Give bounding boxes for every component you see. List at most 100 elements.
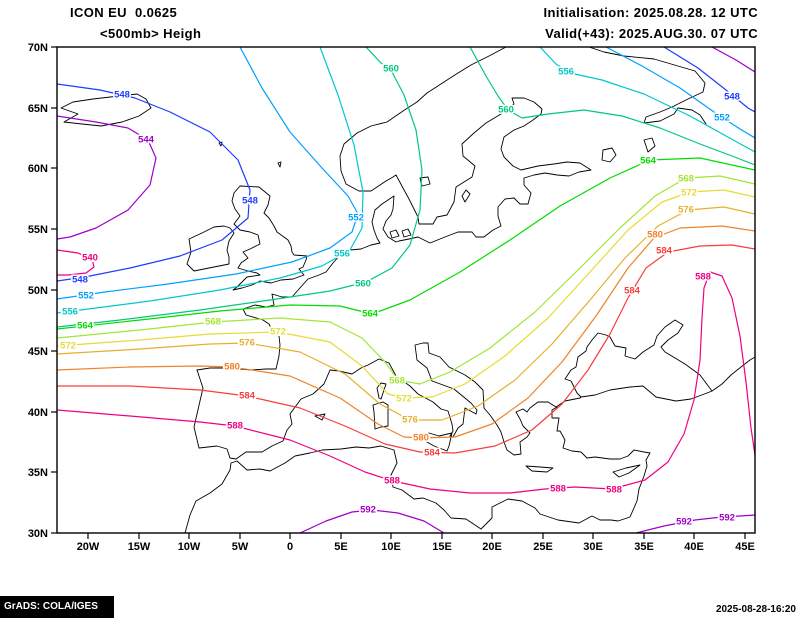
contour-label-540: 540 bbox=[82, 252, 98, 263]
contour-line-556 bbox=[57, 47, 364, 314]
contour-line-588 bbox=[57, 271, 755, 494]
contour-label-552: 552 bbox=[348, 212, 364, 223]
contour-label-544: 544 bbox=[138, 134, 155, 145]
contour-label-584: 584 bbox=[656, 245, 673, 256]
contour-label-halo: 564 bbox=[77, 320, 94, 331]
contour-label-halo: 588 bbox=[384, 475, 400, 486]
x-axis-label: 15E bbox=[432, 541, 452, 553]
contour-label-halo: 572 bbox=[681, 187, 697, 198]
contour-label-halo: 584 bbox=[656, 245, 673, 256]
contour-line-572 bbox=[57, 189, 755, 399]
contour-label-576: 576 bbox=[402, 414, 418, 425]
coastline-path bbox=[184, 406, 651, 533]
contour-label-552: 552 bbox=[714, 112, 730, 123]
contour-label-556: 556 bbox=[334, 248, 350, 259]
coastline-path bbox=[564, 319, 713, 402]
y-axis-label: 65N bbox=[28, 103, 48, 115]
coastline-path bbox=[601, 147, 617, 163]
map-frame bbox=[56, 46, 756, 534]
contour-label-halo: 548 bbox=[114, 89, 130, 100]
contour-line-568 bbox=[57, 175, 755, 385]
coastline-path bbox=[231, 185, 308, 291]
contour-label-564: 564 bbox=[77, 320, 94, 331]
contour-label-556: 556 bbox=[62, 306, 78, 317]
coastline-path bbox=[419, 432, 453, 452]
contour-label-halo: 548 bbox=[724, 91, 740, 102]
coastline-path bbox=[277, 161, 282, 168]
contour-label-568: 568 bbox=[205, 316, 221, 327]
init-time-label: Initialisation: 2025.08.28. 12 UTC bbox=[543, 5, 758, 20]
contour-label-580: 580 bbox=[413, 432, 429, 443]
contour-label-halo: 572 bbox=[60, 340, 76, 351]
grads-credit-badge: GrADS: COLA/IGES bbox=[0, 596, 114, 618]
contour-label-572: 572 bbox=[60, 340, 76, 351]
contour-label-halo: 584 bbox=[424, 447, 441, 458]
contour-label-572: 572 bbox=[270, 326, 286, 337]
x-axis-label: 15W bbox=[128, 541, 151, 553]
coastline-path bbox=[612, 464, 641, 478]
contour-line-552 bbox=[605, 47, 755, 139]
contour-label-568: 568 bbox=[389, 375, 405, 386]
contour-line-592 bbox=[635, 514, 755, 533]
contour-label-halo: 580 bbox=[413, 432, 429, 443]
contour-label-548: 548 bbox=[72, 274, 88, 285]
coastline-path bbox=[60, 93, 152, 127]
contour-label-halo: 584 bbox=[239, 390, 256, 401]
contour-label-halo: 592 bbox=[719, 512, 735, 523]
contour-label-halo: 556 bbox=[62, 306, 78, 317]
x-axis-label: 40E bbox=[684, 541, 704, 553]
contour-label-halo: 584 bbox=[624, 285, 641, 296]
y-axis-label: 45N bbox=[28, 346, 48, 358]
contour-label-halo: 556 bbox=[334, 248, 350, 259]
contour-label-halo: 592 bbox=[676, 516, 692, 527]
y-axis-label: 35N bbox=[28, 467, 48, 479]
contour-label-halo: 576 bbox=[402, 414, 418, 425]
contour-label-580: 580 bbox=[647, 229, 663, 240]
x-axis-label: 20W bbox=[77, 541, 100, 553]
x-axis-label: 10E bbox=[381, 541, 401, 553]
contour-line-544 bbox=[711, 47, 755, 73]
coastline-path bbox=[186, 225, 235, 272]
y-axis-label: 60N bbox=[28, 163, 48, 175]
contour-label-592: 592 bbox=[676, 516, 692, 527]
contour-label-halo: 548 bbox=[242, 195, 258, 206]
contour-label-576: 576 bbox=[239, 337, 255, 348]
contour-line-592 bbox=[299, 509, 445, 533]
coastline-path bbox=[193, 342, 582, 460]
contour-label-572: 572 bbox=[681, 187, 697, 198]
coastline-path bbox=[461, 189, 471, 203]
y-axis-label: 70N bbox=[28, 42, 48, 54]
contour-label-588: 588 bbox=[384, 475, 400, 486]
x-axis-label: 35E bbox=[634, 541, 654, 553]
coastline-path bbox=[376, 382, 387, 400]
contour-label-584: 584 bbox=[239, 390, 256, 401]
x-axis-label: 5E bbox=[334, 541, 347, 553]
contour-label-halo: 564 bbox=[640, 155, 657, 166]
contour-label-584: 584 bbox=[624, 285, 641, 296]
contour-label-560: 560 bbox=[383, 63, 399, 74]
contour-label-548: 548 bbox=[724, 91, 740, 102]
x-axis-label: 10W bbox=[178, 541, 201, 553]
contour-label-halo: 552 bbox=[348, 212, 364, 223]
y-axis-label: 50N bbox=[28, 285, 48, 297]
coastline-path bbox=[196, 47, 592, 371]
x-axis-label: 5W bbox=[232, 541, 249, 553]
contour-label-564: 564 bbox=[640, 155, 657, 166]
contour-label-560: 560 bbox=[498, 104, 514, 115]
contour-label-568: 568 bbox=[678, 173, 694, 184]
coastline-path bbox=[389, 229, 400, 239]
valid-time-label: Valid(+43): 2025.AUG.30. 07 UTC bbox=[545, 26, 758, 41]
contour-label-584: 584 bbox=[424, 447, 441, 458]
model-title: ICON EU 0.0625 bbox=[70, 5, 178, 20]
contour-label-556: 556 bbox=[558, 66, 574, 77]
coastline-path bbox=[643, 137, 656, 153]
y-axis-label: 55N bbox=[28, 224, 48, 236]
contour-label-548: 548 bbox=[242, 195, 258, 206]
contour-line-576 bbox=[57, 206, 755, 421]
contour-label-552: 552 bbox=[78, 290, 94, 301]
contour-line-584 bbox=[57, 244, 755, 454]
contour-label-halo: 556 bbox=[558, 66, 574, 77]
coastline-path bbox=[372, 401, 389, 430]
contour-line-540 bbox=[57, 249, 95, 276]
contour-label-548: 548 bbox=[114, 89, 130, 100]
